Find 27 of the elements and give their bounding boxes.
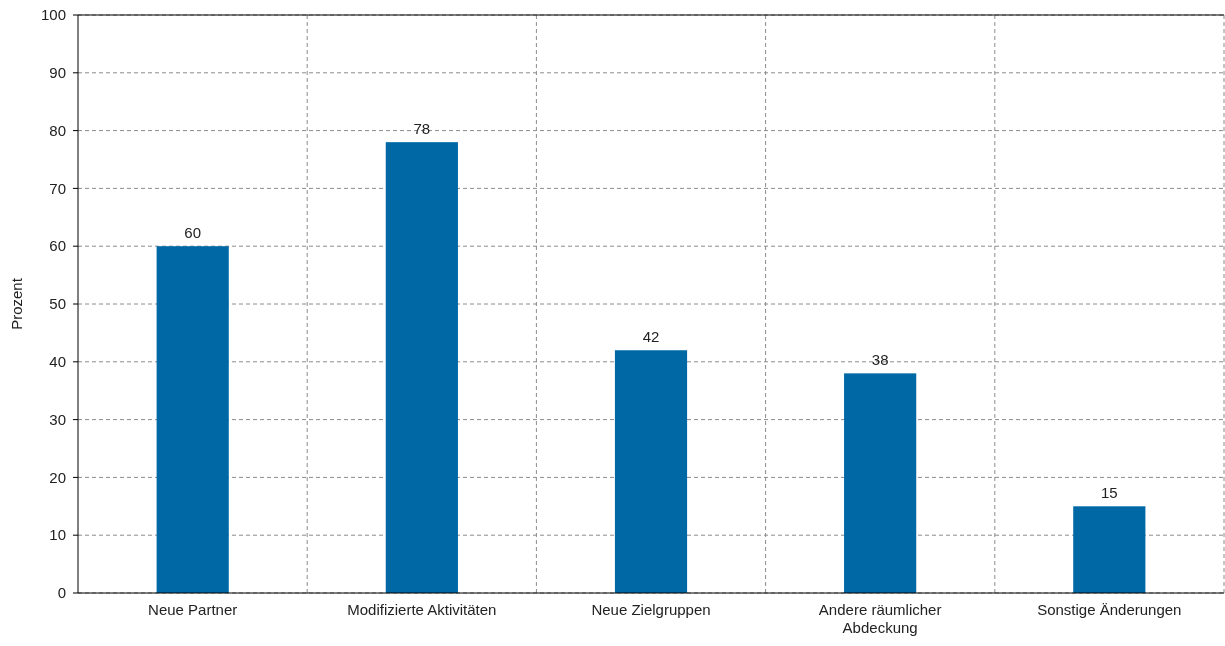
bar [156, 246, 229, 593]
y-axis-title: Prozent [8, 277, 25, 330]
y-tick-label: 0 [57, 584, 66, 602]
x-tick-label: Modifizierte Aktivitäten [347, 601, 497, 618]
bar [844, 373, 917, 593]
bar [385, 142, 458, 593]
y-tick-label: 80 [49, 121, 66, 139]
y-tick-label: 40 [49, 353, 66, 371]
y-tick-label: 60 [49, 237, 66, 255]
data-label: 15 [1100, 484, 1118, 502]
y-tick-label: 70 [49, 179, 66, 197]
x-tick-label: Sonstige Änderungen [1037, 601, 1182, 618]
x-tick-label: Neue Partner [148, 601, 238, 618]
x-tick-label: Andere räumlicher Abdeckung [818, 601, 942, 636]
y-tick-label: 20 [49, 468, 66, 486]
data-label: 78 [413, 120, 431, 138]
data-label: 60 [184, 224, 202, 242]
y-tick-label: 100 [40, 6, 66, 24]
y-tick-label: 90 [49, 64, 66, 82]
bar [1073, 506, 1146, 593]
y-tick-label: 10 [49, 526, 66, 544]
data-label: 38 [871, 351, 889, 369]
bar [614, 350, 688, 593]
x-tick-label: Neue Zielgruppen [591, 601, 711, 618]
y-tick-label: 30 [49, 410, 66, 428]
y-tick-label: 50 [49, 295, 66, 313]
data-label: 42 [642, 328, 660, 346]
